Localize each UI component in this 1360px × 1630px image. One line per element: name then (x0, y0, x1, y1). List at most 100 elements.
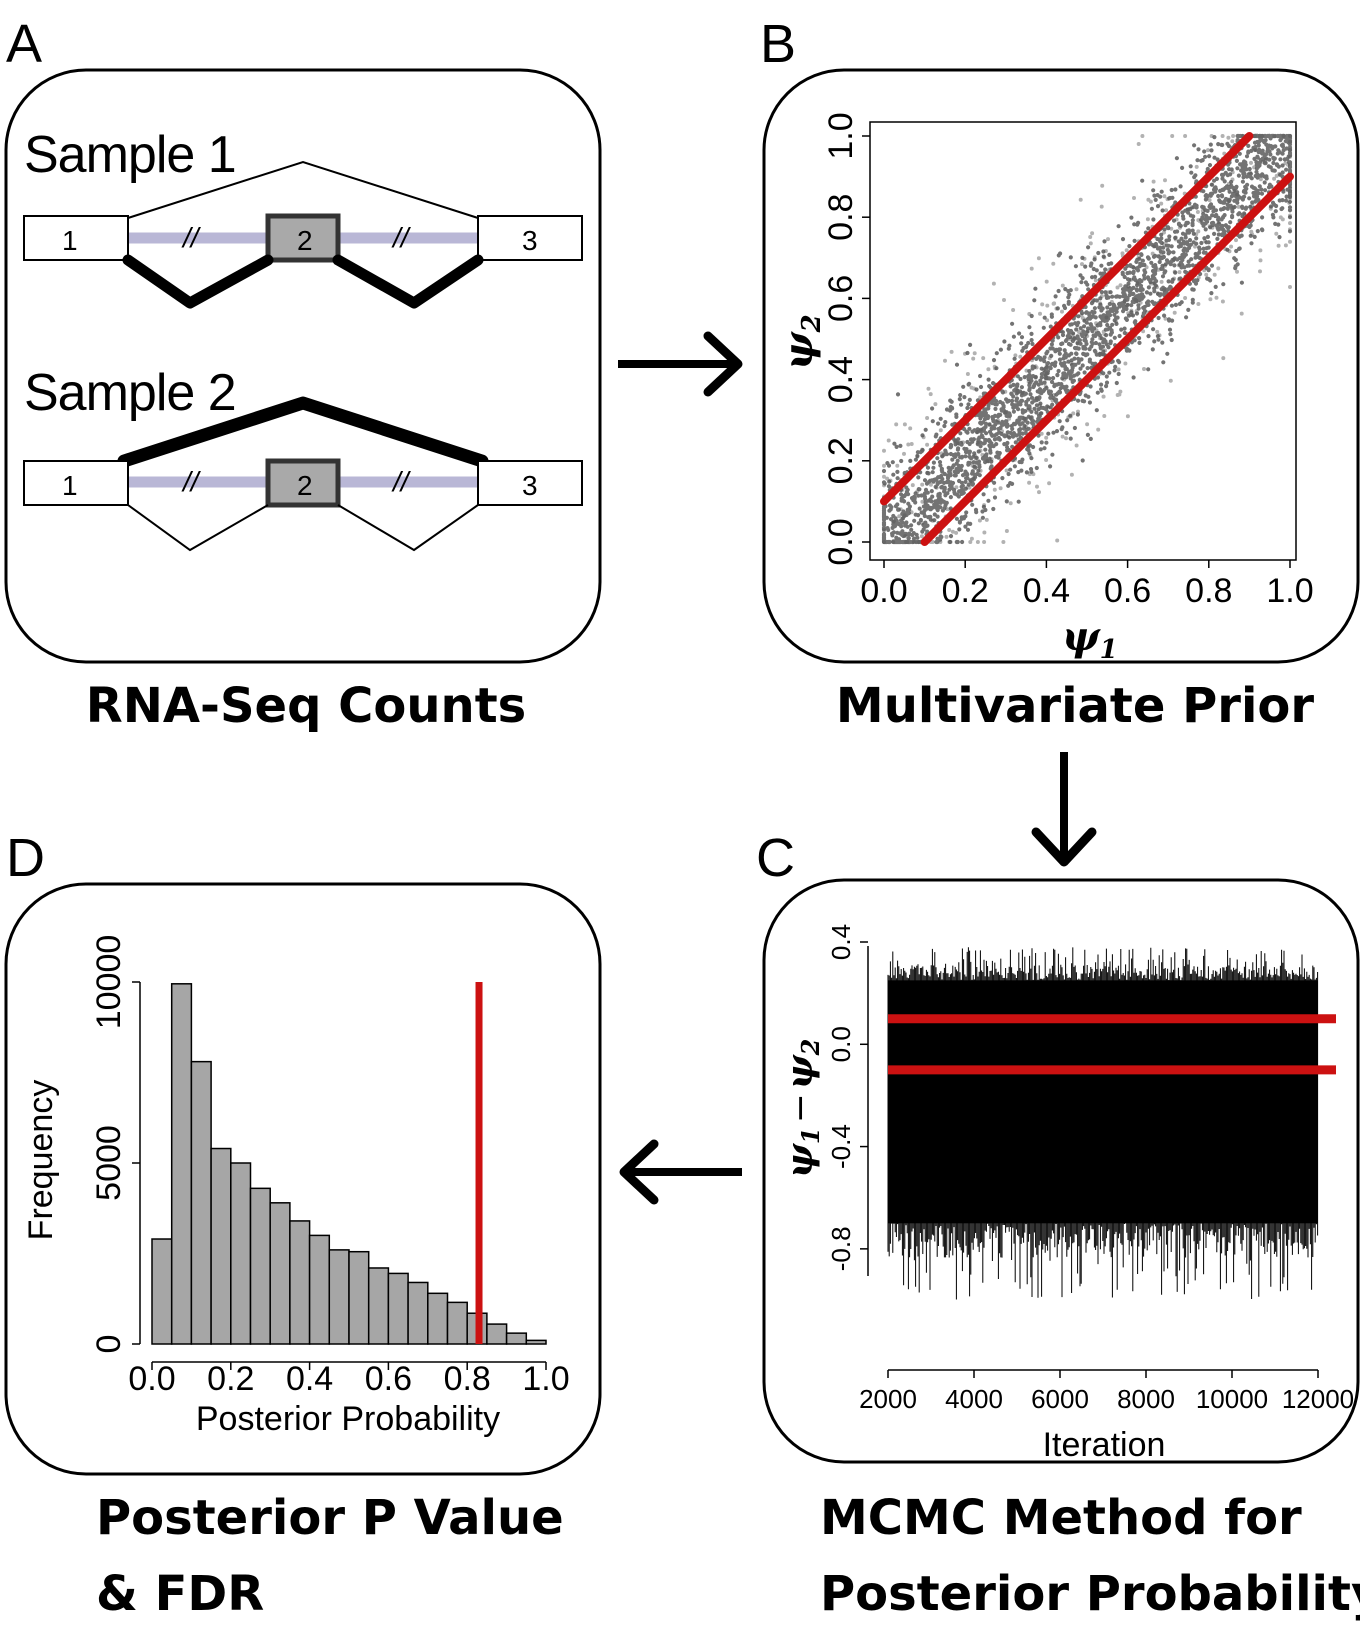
histogram-bars (151, 983, 547, 1345)
scatter-y-tick-label: 0.8 (822, 194, 860, 241)
sample-1-skip-junction (127, 160, 479, 219)
hist-x-axis-title: Posterior Probability (196, 1400, 500, 1438)
hist-y-tick-label: 0 (90, 1335, 128, 1354)
histogram-bar (446, 1301, 468, 1345)
sample-2-exon-2-label: 2 (297, 470, 313, 501)
panel-d-caption-line-1: Posterior P Value (96, 1490, 564, 1546)
sample-1-intron-break-left: // (181, 222, 202, 253)
histogram-bar (505, 1332, 528, 1345)
trace-y-ticks: -0.8 -0.4 0.0 0.4 (826, 924, 868, 1271)
scatter-plot-box (869, 121, 1297, 561)
trace-x-tick-label: 6000 (1031, 1384, 1089, 1414)
sample-1-exon-3-label: 3 (522, 225, 538, 256)
scatter-y-axis-title: ψ2 (775, 314, 827, 370)
histogram-bar (387, 1272, 409, 1345)
sample-2-intron-break-right: // (391, 466, 412, 497)
arrow-right-icon (618, 331, 743, 397)
scatter-x-axis-title: ψ1 (1062, 613, 1118, 665)
arrow-down-icon (1031, 752, 1097, 867)
trace-y-tick-label: -0.4 (826, 1124, 856, 1169)
histogram-bar (289, 1220, 311, 1345)
sample-2-exon-1-label: 1 (62, 470, 78, 501)
sample-2-inclusion-junction-left (127, 504, 269, 552)
trace-x-tick-label: 12000 (1282, 1384, 1354, 1414)
scatter-reference-lines (880, 132, 1294, 546)
scatter-x-tick-label: 1.0 (1266, 572, 1313, 610)
panel-b-letter: B (760, 14, 796, 74)
trace-y-tick-label: 0.0 (826, 1026, 856, 1062)
hist-x-tick-label: 0.6 (365, 1360, 412, 1398)
scatter-y-tick-label: 0.4 (822, 356, 860, 403)
histogram-bar (151, 1238, 173, 1345)
scatter-x-tick-label: 0.0 (860, 572, 907, 610)
histogram-bar (348, 1250, 370, 1345)
trace-x-tick-label: 8000 (1117, 1384, 1175, 1414)
histogram-bar (367, 1267, 390, 1345)
sample-2-label: Sample 2 (24, 364, 236, 422)
panel-d-letter: D (6, 828, 45, 888)
sample-2-skip-junction (117, 396, 489, 468)
scatter-reference-line-1 (880, 132, 1254, 506)
sample-2-exon-1 (23, 460, 129, 506)
trace-y-tick-label: -0.8 (826, 1226, 856, 1271)
sample-1-intron-break-right: // (391, 222, 412, 253)
arrow-left-icon (619, 1139, 742, 1205)
histogram-bar (328, 1249, 350, 1345)
sample-1-inclusion-junction-right (332, 254, 484, 309)
sample-1-exon-3 (477, 215, 583, 261)
sample-2-inclusion-junction-right (337, 504, 479, 552)
panel-a: A Sample 1 // // 1 2 3 Sample 2 // // 1 … (4, 14, 602, 734)
trace-x-tick-label: 10000 (1196, 1384, 1268, 1414)
panel-c-caption-line-1: MCMC Method for (820, 1490, 1302, 1546)
sample-2-exon-3-label: 3 (522, 470, 538, 501)
sample-1-inclusion-junction-left (122, 254, 274, 309)
scatter-x-tick-label: 0.2 (942, 572, 989, 610)
histogram-bar (230, 1162, 252, 1345)
hist-y-tick-label: 5000 (90, 1125, 128, 1201)
hist-x-tick-label: 0.2 (207, 1360, 254, 1398)
hist-y-ticks: 0 5000 10000 (90, 935, 140, 1354)
scatter-y-tick-label: 0.0 (822, 518, 860, 565)
trace-x-tick-label: 2000 (859, 1384, 917, 1414)
histogram-bar (210, 1147, 232, 1345)
scatter-point-cloud (881, 133, 1293, 545)
trace-reference-lines (888, 1014, 1336, 1075)
hist-x-tick-label: 0.0 (128, 1360, 175, 1398)
hist-x-tick-label: 0.4 (286, 1360, 333, 1398)
histogram-bar (269, 1202, 291, 1345)
panel-c-frame (762, 878, 1360, 1464)
hist-y-tick-label: 10000 (90, 935, 128, 1030)
scatter-x-tick-label: 0.8 (1185, 572, 1232, 610)
sample-2-intron-break-left: // (181, 466, 202, 497)
mcmc-trace (887, 947, 1319, 1300)
trace-x-axis-title: Iteration (1043, 1426, 1166, 1464)
trace-spikes (887, 947, 1319, 1300)
sample-1-label: Sample 1 (24, 126, 236, 184)
panel-a-frame (4, 68, 602, 664)
scatter-reference-line-2 (920, 172, 1294, 546)
histogram-bar (308, 1234, 331, 1345)
panel-a-letter: A (6, 14, 42, 74)
panel-b-frame (762, 68, 1360, 664)
trace-x-tick-label: 4000 (945, 1384, 1003, 1414)
histogram-bar (427, 1292, 449, 1345)
trace-y-axis-title: ψ1−ψ2 (779, 1039, 825, 1178)
sample-1-exon-1-label: 1 (62, 225, 78, 256)
scatter-x-ticks: 0.0 0.2 0.4 0.6 0.8 1.0 (860, 560, 1314, 610)
panel-d: D 0.0 0.2 0.4 0.6 0.8 1.0 0 5000 10000 Posterio… (4, 828, 602, 1622)
panel-d-caption-line-2: & FDR (96, 1566, 264, 1622)
panel-b-caption: Multivariate Prior (836, 678, 1314, 734)
histogram-bar (525, 1339, 547, 1345)
sample-1-exon-2-label: 2 (297, 225, 313, 256)
scatter-points (881, 133, 1293, 545)
histogram-bar (486, 1323, 508, 1345)
panel-c-caption-line-2: Posterior Probability (820, 1566, 1360, 1622)
sample-1-exon-2 (265, 213, 341, 263)
scatter-x-tick-label: 0.6 (1104, 572, 1151, 610)
scatter-y-tick-label: 0.6 (822, 275, 860, 322)
sample-2-exon-2 (265, 458, 341, 508)
scatter-y-tick-label: 0.2 (822, 437, 860, 484)
histogram-bar (190, 1060, 212, 1345)
panel-c-letter: C (756, 828, 795, 888)
